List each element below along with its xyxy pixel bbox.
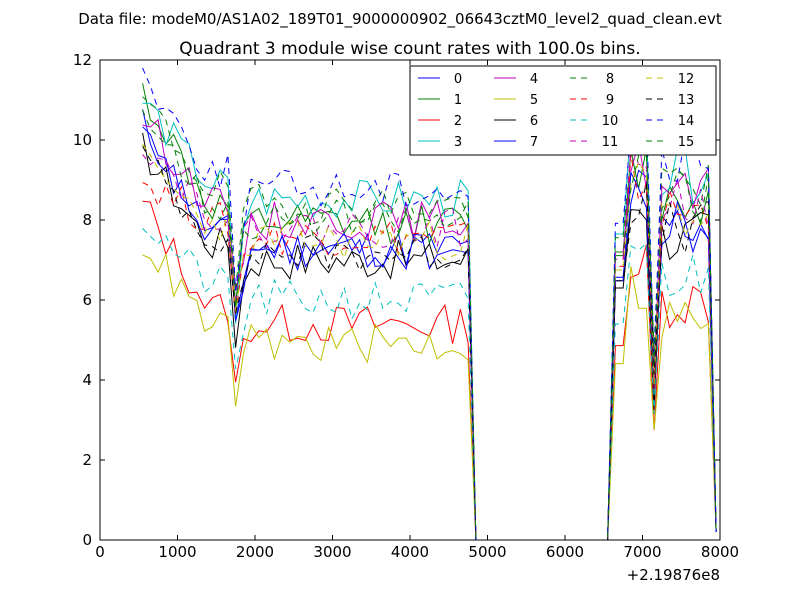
series-line-8: [142, 96, 717, 540]
legend-label-6: 6: [530, 114, 538, 129]
legend-label-15: 15: [678, 135, 695, 150]
y-tick-label: 0: [82, 531, 92, 549]
x-tick-label: 3000: [313, 543, 351, 561]
legend-label-5: 5: [530, 93, 538, 108]
series-line-0: [142, 109, 717, 540]
series-line-9: [142, 154, 717, 540]
x-tick-label: 1000: [158, 543, 196, 561]
legend-label-11: 11: [602, 135, 619, 150]
legend-label-9: 9: [606, 93, 614, 108]
legend-label-2: 2: [454, 114, 462, 129]
y-tick-label: 4: [82, 371, 92, 389]
legend-label-13: 13: [678, 93, 695, 108]
x-axis: 0 1000 2000 3000 4000 5000 6000 7000 8000: [95, 60, 739, 561]
series-line-15: [142, 109, 717, 540]
legend-label-3: 3: [454, 135, 462, 150]
legend-label-7: 7: [530, 135, 538, 150]
series-line-6: [142, 132, 717, 540]
legend-label-0: 0: [454, 72, 462, 87]
legend-label-12: 12: [678, 72, 695, 87]
y-tick-label: 12: [73, 51, 92, 69]
series-line-13: [142, 145, 717, 540]
x-tick-label: 5000: [468, 543, 506, 561]
series-line-12: [142, 144, 717, 540]
y-tick-label: 10: [73, 131, 92, 149]
chart-title: Quadrant 3 module wise count rates with …: [179, 39, 640, 59]
legend-label-14: 14: [678, 114, 695, 129]
legend-label-4: 4: [530, 72, 538, 87]
legend-label-10: 10: [602, 114, 619, 129]
x-tick-label: 4000: [391, 543, 429, 561]
x-tick-label: 6000: [546, 543, 584, 561]
x-tick-label: 2000: [236, 543, 274, 561]
series-layer: [142, 67, 717, 540]
y-tick-label: 2: [82, 451, 92, 469]
x-tick-label: 7000: [623, 543, 661, 561]
x-offset-label: +2.19876e8: [627, 566, 720, 584]
x-tick-label: 8000: [701, 543, 739, 561]
x-tick-label: 0: [95, 543, 105, 561]
legend-label-1: 1: [454, 93, 462, 108]
series-line-10: [142, 228, 717, 540]
y-tick-label: 8: [82, 211, 92, 229]
y-tick-label: 6: [82, 291, 92, 309]
chart-suptitle: Data file: modeM0/AS1A02_189T01_90000009…: [78, 10, 722, 29]
series-line-5: [142, 252, 717, 540]
legend-label-8: 8: [606, 72, 614, 87]
legend-box: [409, 65, 717, 156]
